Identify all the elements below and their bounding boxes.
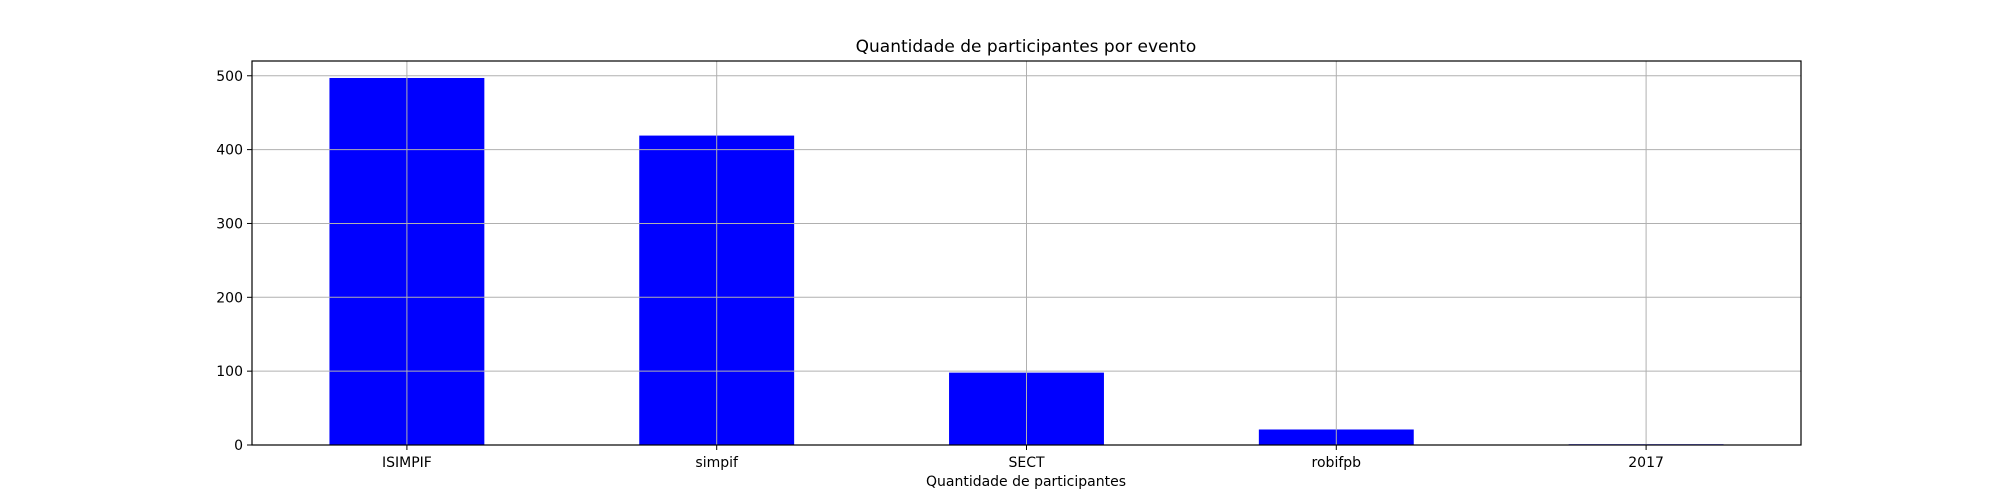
- x-tick-label: simpif: [695, 455, 739, 471]
- y-tick-label: 400: [216, 143, 243, 159]
- x-axis-label: Quantidade de participantes: [926, 474, 1126, 490]
- x-tick-label: 2017: [1628, 455, 1664, 471]
- x-tick-label: SECT: [1008, 455, 1045, 471]
- y-axis-ticks: 0 100 200 300 400 500: [216, 69, 252, 454]
- x-tick-label: ISIMPIF: [382, 455, 432, 471]
- x-axis-ticks: ISIMPIF simpif SECT robifpb 2017: [382, 445, 1664, 471]
- plot-frame: [251, 60, 1802, 446]
- y-tick-label: 100: [216, 364, 243, 380]
- chart-title: Quantidade de participantes por evento: [856, 37, 1197, 57]
- y-tick-label: 300: [216, 216, 243, 232]
- y-tick-label: 500: [216, 69, 243, 85]
- x-tick-label: robifpb: [1312, 455, 1362, 471]
- y-tick-label: 0: [234, 438, 243, 454]
- y-tick-label: 200: [216, 290, 243, 306]
